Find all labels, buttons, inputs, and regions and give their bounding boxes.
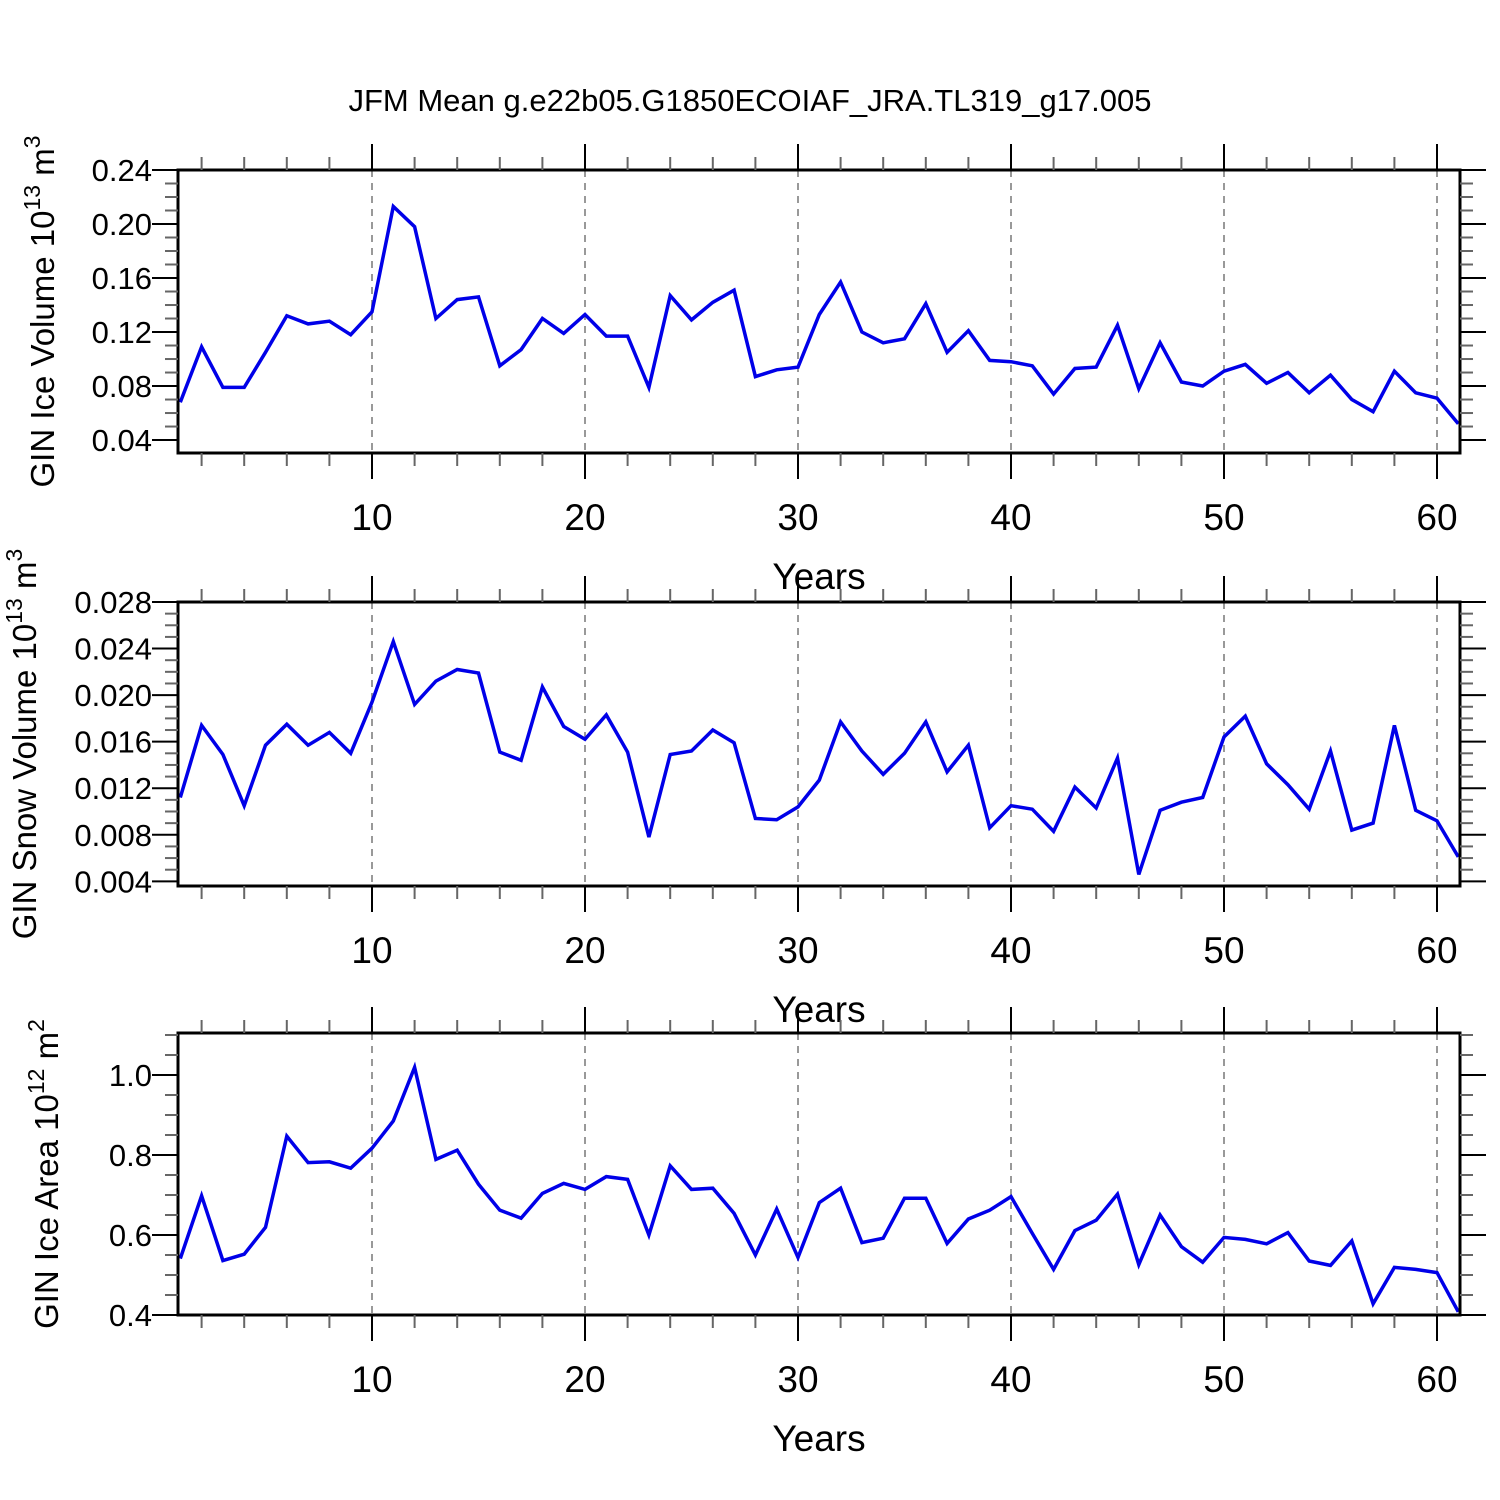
y-tick-label: 0.12 <box>92 315 152 350</box>
x-tick-label: 20 <box>564 497 605 538</box>
panel-gin-snow-volume: 10 20 30 40 50 60 0.028 0.024 0.020 0.016 0.012 0.0… <box>1 549 1486 1030</box>
axis-frame <box>176 168 1462 455</box>
x-axis-title: Years <box>772 1418 865 1459</box>
x-tick-label: 40 <box>990 930 1031 971</box>
y-tick-label: 0.16 <box>92 261 152 296</box>
y-axis-title-text: m <box>28 1032 65 1069</box>
y-axis-title-superscript: 13 <box>1 598 27 624</box>
x-tick-label: 60 <box>1416 497 1457 538</box>
y-axis-title: GIN Ice Area 1012 m2 <box>23 1019 65 1329</box>
x-tick-label: 50 <box>1203 930 1244 971</box>
x-tick-label: 20 <box>564 1359 605 1400</box>
y-tick-label: 0.008 <box>74 818 152 853</box>
chart-title: JFM Mean g.e22b05.G1850ECOIAF_JRA.TL319_… <box>348 83 1152 118</box>
y-axis-title-text: m <box>6 562 43 599</box>
y-tick-label: 0.6 <box>109 1218 152 1253</box>
x-tick-label: 30 <box>777 497 818 538</box>
axis-frame <box>176 1031 1462 1317</box>
x-axis-title: Years <box>772 556 865 597</box>
y-axis-title: GIN Snow Volume 1013 m3 <box>1 549 43 940</box>
y-axis-title-superscript: 2 <box>23 1019 49 1032</box>
x-tick-label: 50 <box>1203 1359 1244 1400</box>
y-tick-label: 0.08 <box>92 369 152 404</box>
y-axis-title: GIN Ice Volume 1013 m3 <box>19 135 61 487</box>
series-line-gin-snow-volume <box>178 636 1460 875</box>
x-tick-label: 10 <box>351 930 392 971</box>
y-axis-title-superscript: 3 <box>1 549 27 562</box>
y-tick-label: 0.028 <box>74 585 152 620</box>
y-axis-title-text: GIN Ice Volume 10 <box>24 211 61 488</box>
y-tick-label: 0.24 <box>92 153 152 188</box>
y-tick-label: 0.04 <box>92 423 152 458</box>
y-tick-label: 0.004 <box>74 864 152 899</box>
y-axis-title-text: m <box>24 148 61 185</box>
x-tick-label: 20 <box>564 930 605 971</box>
panel-gin-ice-area: 10 20 30 40 50 60 1.0 0.8 0.6 0.4 Years GIN Ice Are… <box>23 1007 1486 1459</box>
x-tick-label: 10 <box>351 1359 392 1400</box>
x-tick-label: 40 <box>990 1359 1031 1400</box>
y-axis-title-superscript: 3 <box>19 135 45 148</box>
y-tick-label: 0.012 <box>74 771 152 806</box>
y-axis-title-text: GIN Ice Area 10 <box>28 1094 65 1329</box>
y-axis-title-superscript: 12 <box>23 1069 49 1095</box>
y-tick-label: 0.4 <box>109 1298 152 1333</box>
x-tick-label: 30 <box>777 930 818 971</box>
x-tick-label: 60 <box>1416 930 1457 971</box>
panel-gin-ice-volume: 10 20 30 40 50 60 0.24 0.20 0.16 0.12 0.08 0.04 Year… <box>19 135 1486 597</box>
x-tick-label: 10 <box>351 497 392 538</box>
x-tick-label: 40 <box>990 497 1031 538</box>
y-tick-label: 1.0 <box>109 1058 152 1093</box>
y-axis-title-superscript: 13 <box>19 185 45 211</box>
axis-frame <box>176 600 1462 888</box>
y-tick-label: 0.020 <box>74 678 152 713</box>
y-axis-title-text: GIN Snow Volume 10 <box>6 624 43 940</box>
x-tick-label: 50 <box>1203 497 1244 538</box>
y-tick-label: 0.8 <box>109 1138 152 1173</box>
x-tick-label: 30 <box>777 1359 818 1400</box>
x-tick-label: 60 <box>1416 1359 1457 1400</box>
y-tick-label: 0.024 <box>74 632 152 667</box>
y-tick-label: 0.20 <box>92 207 152 242</box>
x-axis-title: Years <box>772 989 865 1030</box>
y-tick-label: 0.016 <box>74 725 152 760</box>
series-line-gin-ice-volume <box>178 203 1460 425</box>
series-line-gin-ice-area <box>178 1061 1460 1313</box>
